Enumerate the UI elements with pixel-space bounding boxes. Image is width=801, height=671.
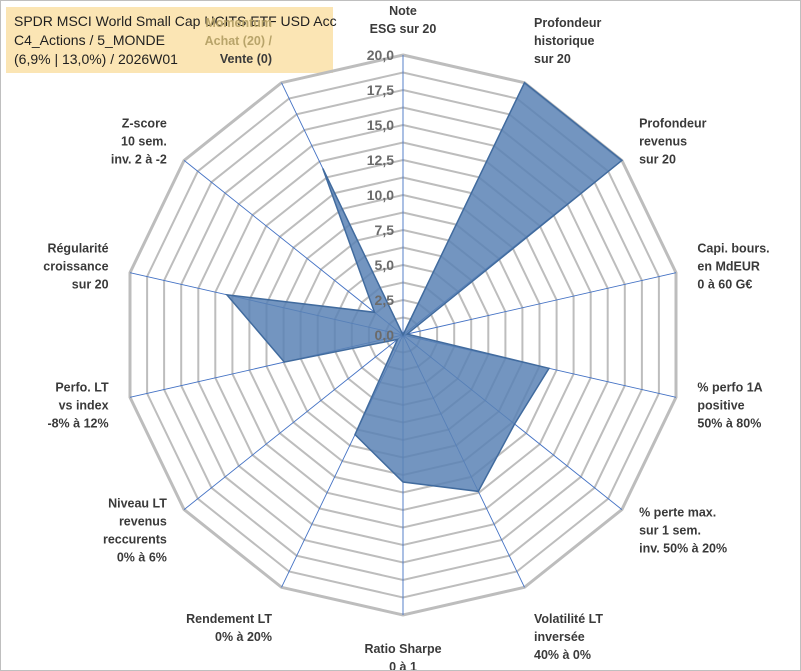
tick-label-6: 15,0 — [367, 117, 394, 133]
axis-label-10: Perfo. LT vs index -8% à 12% — [47, 380, 109, 430]
axis-label-3: Capi. bours. en MdEUR 0 à 60 G€ — [697, 242, 769, 292]
axis-label-1: Profondeur historique sur 20 — [534, 16, 601, 66]
label-layer: Note ESG sur 20 Profondeur historique sur 20… — [43, 4, 769, 670]
tick-label-4: 10,0 — [367, 187, 394, 203]
tick-label-1: 2,5 — [375, 292, 395, 308]
axis-label-5: % perte max. sur 1 sem. inv. 50% à 20% — [639, 506, 727, 556]
axis-label-4: % perfo 1A positive 50% à 80% — [697, 380, 762, 430]
series-layer — [225, 81, 624, 493]
spoke-9 — [183, 334, 404, 510]
axis-label-13: Momentum Achat (20) / Vente (0) — [205, 16, 273, 66]
axis-label-6: Volatilité LT inversée 40% à 0% — [534, 612, 603, 662]
axis-label-8: Rendement LT 0% à 20% — [186, 612, 272, 644]
tick-label-5: 12,5 — [367, 152, 394, 168]
axis-label-0: Note ESG sur 20 — [370, 4, 437, 36]
spoke-3 — [402, 272, 677, 336]
axis-label-11: Régularité croissance sur 20 — [43, 242, 108, 292]
axis-label-12: Z-score 10 sem. inv. 2 à -2 — [111, 117, 167, 167]
spoke-12 — [183, 160, 404, 336]
tick-label-3: 7,5 — [375, 222, 395, 238]
tick-layer: 0,0 2,5 5,0 7,5 10,0 12,5 15,0 17,5 20,0 — [367, 47, 394, 343]
axis-label-7: Ratio Sharpe 0 à 1 — [364, 642, 441, 670]
tick-label-7: 17,5 — [367, 82, 394, 98]
title-line-1: SPDR MSCI World Small Cap UCITS ETF USD … — [14, 13, 337, 29]
title-box: SPDR MSCI World Small Cap UCITS ETF USD … — [6, 7, 337, 73]
axis-label-2: Profondeur revenus sur 20 — [639, 117, 706, 167]
tick-label-0: 0,0 — [375, 327, 395, 343]
title-line-2: C4_Actions / 5_MONDE — [14, 32, 165, 48]
axis-label-9: Niveau LT revenus reccurents 0% à 6% — [103, 497, 167, 565]
title-line-3: (6,9% | 13,0%) / 2026W01 — [14, 51, 178, 67]
tick-label-2: 5,0 — [375, 257, 395, 273]
tick-label-8: 20,0 — [367, 47, 394, 63]
